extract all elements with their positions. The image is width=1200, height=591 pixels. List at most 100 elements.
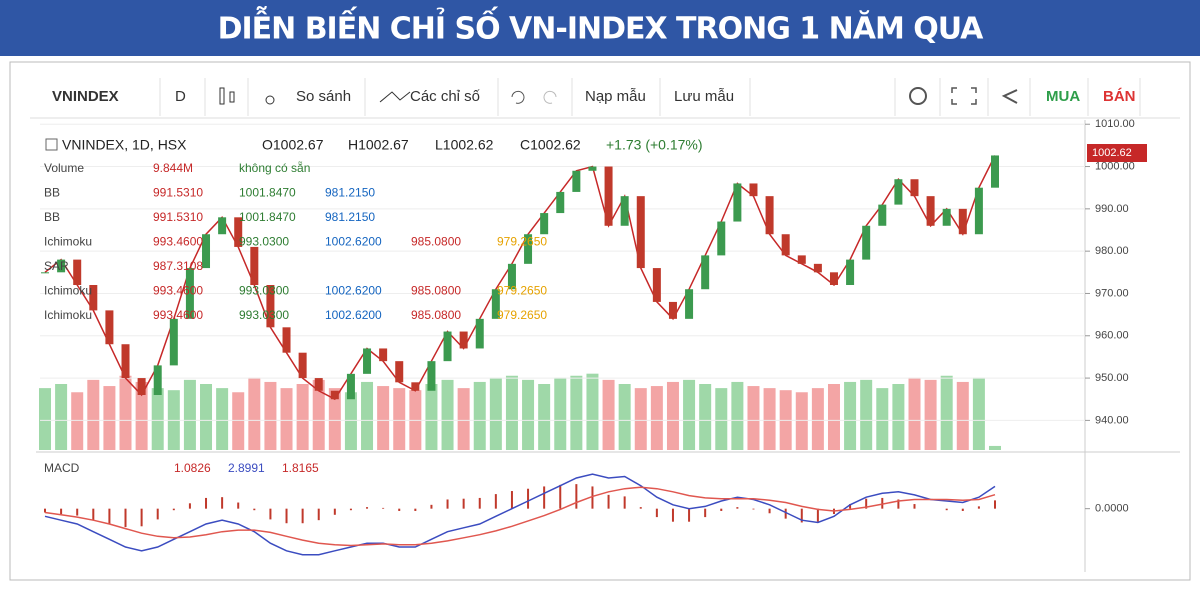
volume-bar: [216, 388, 229, 450]
macd-histogram-bar: [285, 508, 288, 524]
last-price-tag: [1087, 144, 1147, 162]
indicator-icon[interactable]: [379, 91, 411, 103]
indicator-value: 1002.6200: [325, 235, 382, 249]
indicator-value: 1001.8470: [239, 210, 296, 224]
macd-histogram-bar: [527, 488, 530, 509]
symbol[interactable]: VNINDEX: [52, 88, 119, 105]
legend-low: L1002.62: [435, 137, 494, 153]
price-candle: [749, 183, 758, 197]
price-candle: [475, 318, 484, 349]
macd-histogram-bar: [205, 497, 208, 509]
macd-histogram-bar: [881, 497, 884, 509]
volume-bar: [377, 386, 390, 450]
macd-histogram-bar: [301, 508, 304, 524]
undo[interactable]: [511, 90, 525, 104]
macd-histogram-bar: [816, 508, 819, 522]
volume-bar: [200, 384, 213, 450]
indicator-value: 993.0300: [239, 284, 289, 298]
macd-histogram-bar: [704, 508, 707, 518]
volume-bar: [55, 384, 68, 450]
price-candle: [717, 221, 726, 256]
macd-histogram-bar: [607, 494, 610, 509]
legend-close: C1002.62: [520, 137, 581, 153]
interval[interactable]: D: [175, 88, 186, 105]
price-pane: 940.00 950.00 960.00 970.00 980.00 990.00 1000…: [39, 118, 1135, 556]
volume-bar: [731, 381, 744, 450]
price-candle: [701, 255, 710, 290]
price-candle: [540, 213, 549, 235]
price-candle: [991, 155, 999, 188]
share[interactable]: [1001, 89, 1018, 104]
buy-button[interactable]: MUA: [1046, 88, 1080, 105]
price-candle: [685, 289, 694, 319]
indicator-value: 1001.8470: [239, 186, 296, 200]
volume-bar: [248, 377, 261, 450]
indicator-value: 979.2650: [497, 284, 547, 298]
volume-bar: [908, 377, 921, 450]
indicator-value: 987.3108: [153, 259, 203, 273]
compare-icon[interactable]: [265, 95, 275, 105]
price-candle: [668, 301, 677, 319]
indicators[interactable]: Các chỉ số: [410, 88, 481, 105]
volume-bar: [699, 384, 712, 450]
macd-histogram-bar: [543, 486, 546, 509]
line-series: [44, 473, 996, 556]
save-template[interactable]: Lưu mẫu: [674, 88, 734, 105]
y-tick-label: 1000.00: [1095, 160, 1135, 172]
indicator-legend: Volume 9.844M không có sẵn BB 991.5310 1001.8…: [44, 160, 547, 322]
price-candle: [829, 272, 838, 285]
load-template[interactable]: Nạp mẫu: [585, 88, 646, 105]
macd-histogram-bar: [349, 508, 352, 511]
macd-histogram-bar: [44, 508, 46, 513]
volume-bar: [344, 392, 357, 450]
compare[interactable]: So sánh: [296, 88, 351, 105]
toolbar: VNINDEX D So sánh Các chỉ số Nạp mẫu Lưu…: [52, 78, 1141, 116]
sell-button[interactable]: BÁN: [1103, 88, 1136, 105]
price-candle: [620, 196, 629, 226]
price-candle: [346, 373, 355, 400]
macd-histogram-bar: [784, 508, 787, 519]
price-candle: [797, 255, 806, 264]
price-candle: [73, 259, 82, 285]
macd-histogram-bar: [736, 507, 739, 509]
collapse[interactable]: [45, 138, 58, 151]
redo[interactable]: [543, 90, 557, 104]
macd-histogram-bar: [60, 508, 63, 515]
price-candle: [459, 331, 468, 349]
price-candle: [491, 289, 500, 319]
indicator-value: 1002.6200: [325, 308, 382, 322]
volume-bar: [151, 388, 164, 450]
y-tick-label: 960.00: [1095, 330, 1129, 342]
macd-histogram-bar: [688, 508, 691, 522]
indicator-value: 979.2650: [497, 308, 547, 322]
macd-histogram-bar: [591, 486, 594, 509]
indicator-value: 9.844M: [153, 161, 193, 175]
volume-bar: [183, 379, 196, 450]
price-candle: [89, 285, 98, 311]
price-candle: [411, 382, 420, 391]
price-candle: [524, 234, 533, 264]
price-candle: [137, 378, 146, 395]
volume-bar: [972, 377, 985, 450]
indicator-value: 981.2150: [325, 186, 375, 200]
volume-bar: [618, 384, 631, 450]
macd-histogram-bar: [865, 498, 868, 509]
price-candle: [185, 268, 194, 319]
macd-histogram-bar: [156, 508, 159, 520]
candle-icon[interactable]: [229, 91, 235, 103]
macd-histogram-bar: [92, 508, 95, 521]
price-candle: [926, 196, 935, 226]
settings[interactable]: [909, 87, 927, 105]
candle-icon[interactable]: [219, 87, 225, 105]
price-candle: [330, 390, 339, 400]
price-candle: [507, 263, 516, 290]
price-candle: [282, 327, 291, 353]
volume-bar: [715, 388, 728, 450]
price-candle: [910, 179, 919, 197]
volume-bar: [989, 445, 1001, 450]
indicator-name: Ichimoku: [44, 308, 92, 322]
volume-bar: [683, 379, 696, 450]
macd-histogram-bar: [253, 508, 256, 511]
volume-bar: [650, 386, 663, 450]
fullscreen[interactable]: [951, 87, 977, 105]
